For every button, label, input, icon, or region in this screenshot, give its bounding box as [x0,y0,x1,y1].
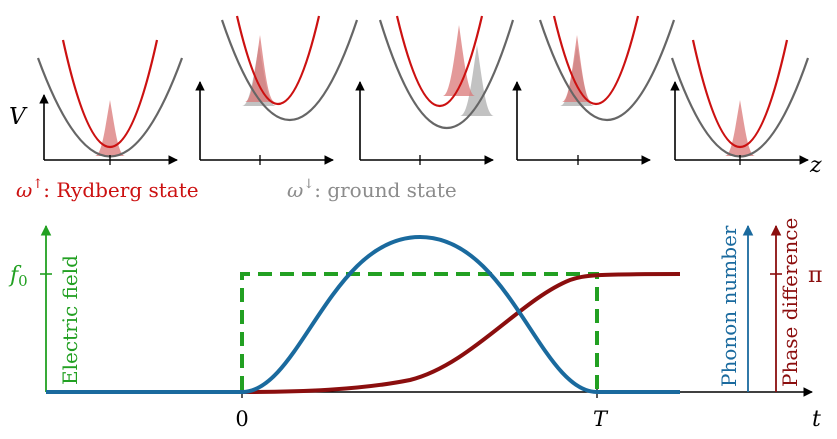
panel-4-rydberg-potential [552,15,640,105]
rydberg-omega: ω [16,178,32,202]
ground-arrow: ↓ [303,177,314,192]
panel-4-wavepacket-red [562,35,592,102]
panel-1-rydberg-potential [61,39,159,149]
electric-field-label: Electric field [58,255,82,385]
panel-5-rydberg-potential [691,39,789,149]
tick-T-label: T [593,407,609,431]
f0-subscript: 0 [18,272,28,290]
legend-rydberg: ω↑: Rydberg state [16,177,199,202]
panel-3-wavepacket-red [443,25,475,96]
f0-label: f0 [8,263,28,290]
panel-3-rydberg-potential [395,15,484,107]
ground-omega: ω [287,178,303,202]
panel-2-ground-potential [220,19,359,121]
phonon-number-curve [46,234,680,394]
potential-panel-2 [195,15,359,165]
rydberg-arrow: ↑ [32,177,43,192]
panel-5-wavepacket [725,100,755,156]
panel-1-wavepacket [95,100,125,156]
time-plot: f0 Electric field 0 T t Phonon number Ph… [8,218,822,432]
phonon-number-label: Phonon number [717,225,741,387]
rydberg-text: : Rydberg state [43,178,198,202]
electric-field-pulse [46,272,680,394]
z-axis-label: z [809,153,822,178]
panel-2-rydberg-potential [235,15,321,105]
pi-label: π [808,263,822,288]
potential-panel-3 [355,15,515,165]
v-axis-label: V [9,104,28,130]
phase-difference-curve [241,272,681,394]
legend: ω↑: Rydberg state ω↓: ground state [16,177,457,202]
phase-difference-label: Phase difference [778,218,802,387]
potential-panel-1 [36,39,184,165]
panel-4-ground-potential [538,19,676,121]
t-axis-label: t [812,407,821,432]
ground-text: : ground state [314,178,457,202]
potential-panel-5 [670,39,810,165]
legend-ground: ω↓: ground state [287,177,457,202]
panel-3-wavepacket-grey [460,45,494,116]
tick-zero-label: 0 [235,407,248,431]
panel-3-ground-potential [378,19,515,129]
potential-panel-4 [512,15,676,165]
panel-2-wavepacket-red [245,35,275,102]
